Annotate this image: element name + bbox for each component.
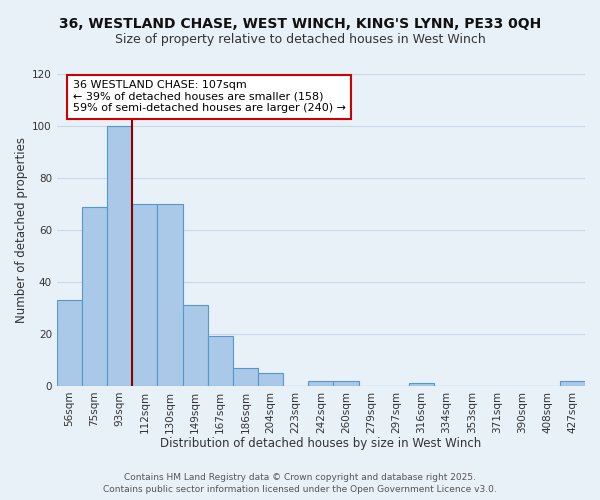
Bar [334, 380, 359, 386]
Bar [258, 373, 283, 386]
Bar [409, 383, 434, 386]
Text: 36, WESTLAND CHASE, WEST WINCH, KING'S LYNN, PE33 0QH: 36, WESTLAND CHASE, WEST WINCH, KING'S L… [59, 18, 541, 32]
Bar [308, 380, 334, 386]
Text: Contains public sector information licensed under the Open Government Licence v3: Contains public sector information licen… [103, 484, 497, 494]
Bar [233, 368, 258, 386]
Bar [157, 204, 182, 386]
Text: Size of property relative to detached houses in West Winch: Size of property relative to detached ho… [115, 32, 485, 46]
Text: 36 WESTLAND CHASE: 107sqm
← 39% of detached houses are smaller (158)
59% of semi: 36 WESTLAND CHASE: 107sqm ← 39% of detac… [73, 80, 346, 114]
X-axis label: Distribution of detached houses by size in West Winch: Distribution of detached houses by size … [160, 437, 482, 450]
Bar [208, 336, 233, 386]
Bar [57, 300, 82, 386]
Text: Contains HM Land Registry data © Crown copyright and database right 2025.: Contains HM Land Registry data © Crown c… [124, 473, 476, 482]
Bar [82, 206, 107, 386]
Bar [107, 126, 132, 386]
Bar [182, 306, 208, 386]
Bar [132, 204, 157, 386]
Y-axis label: Number of detached properties: Number of detached properties [15, 137, 28, 323]
Bar [560, 380, 585, 386]
